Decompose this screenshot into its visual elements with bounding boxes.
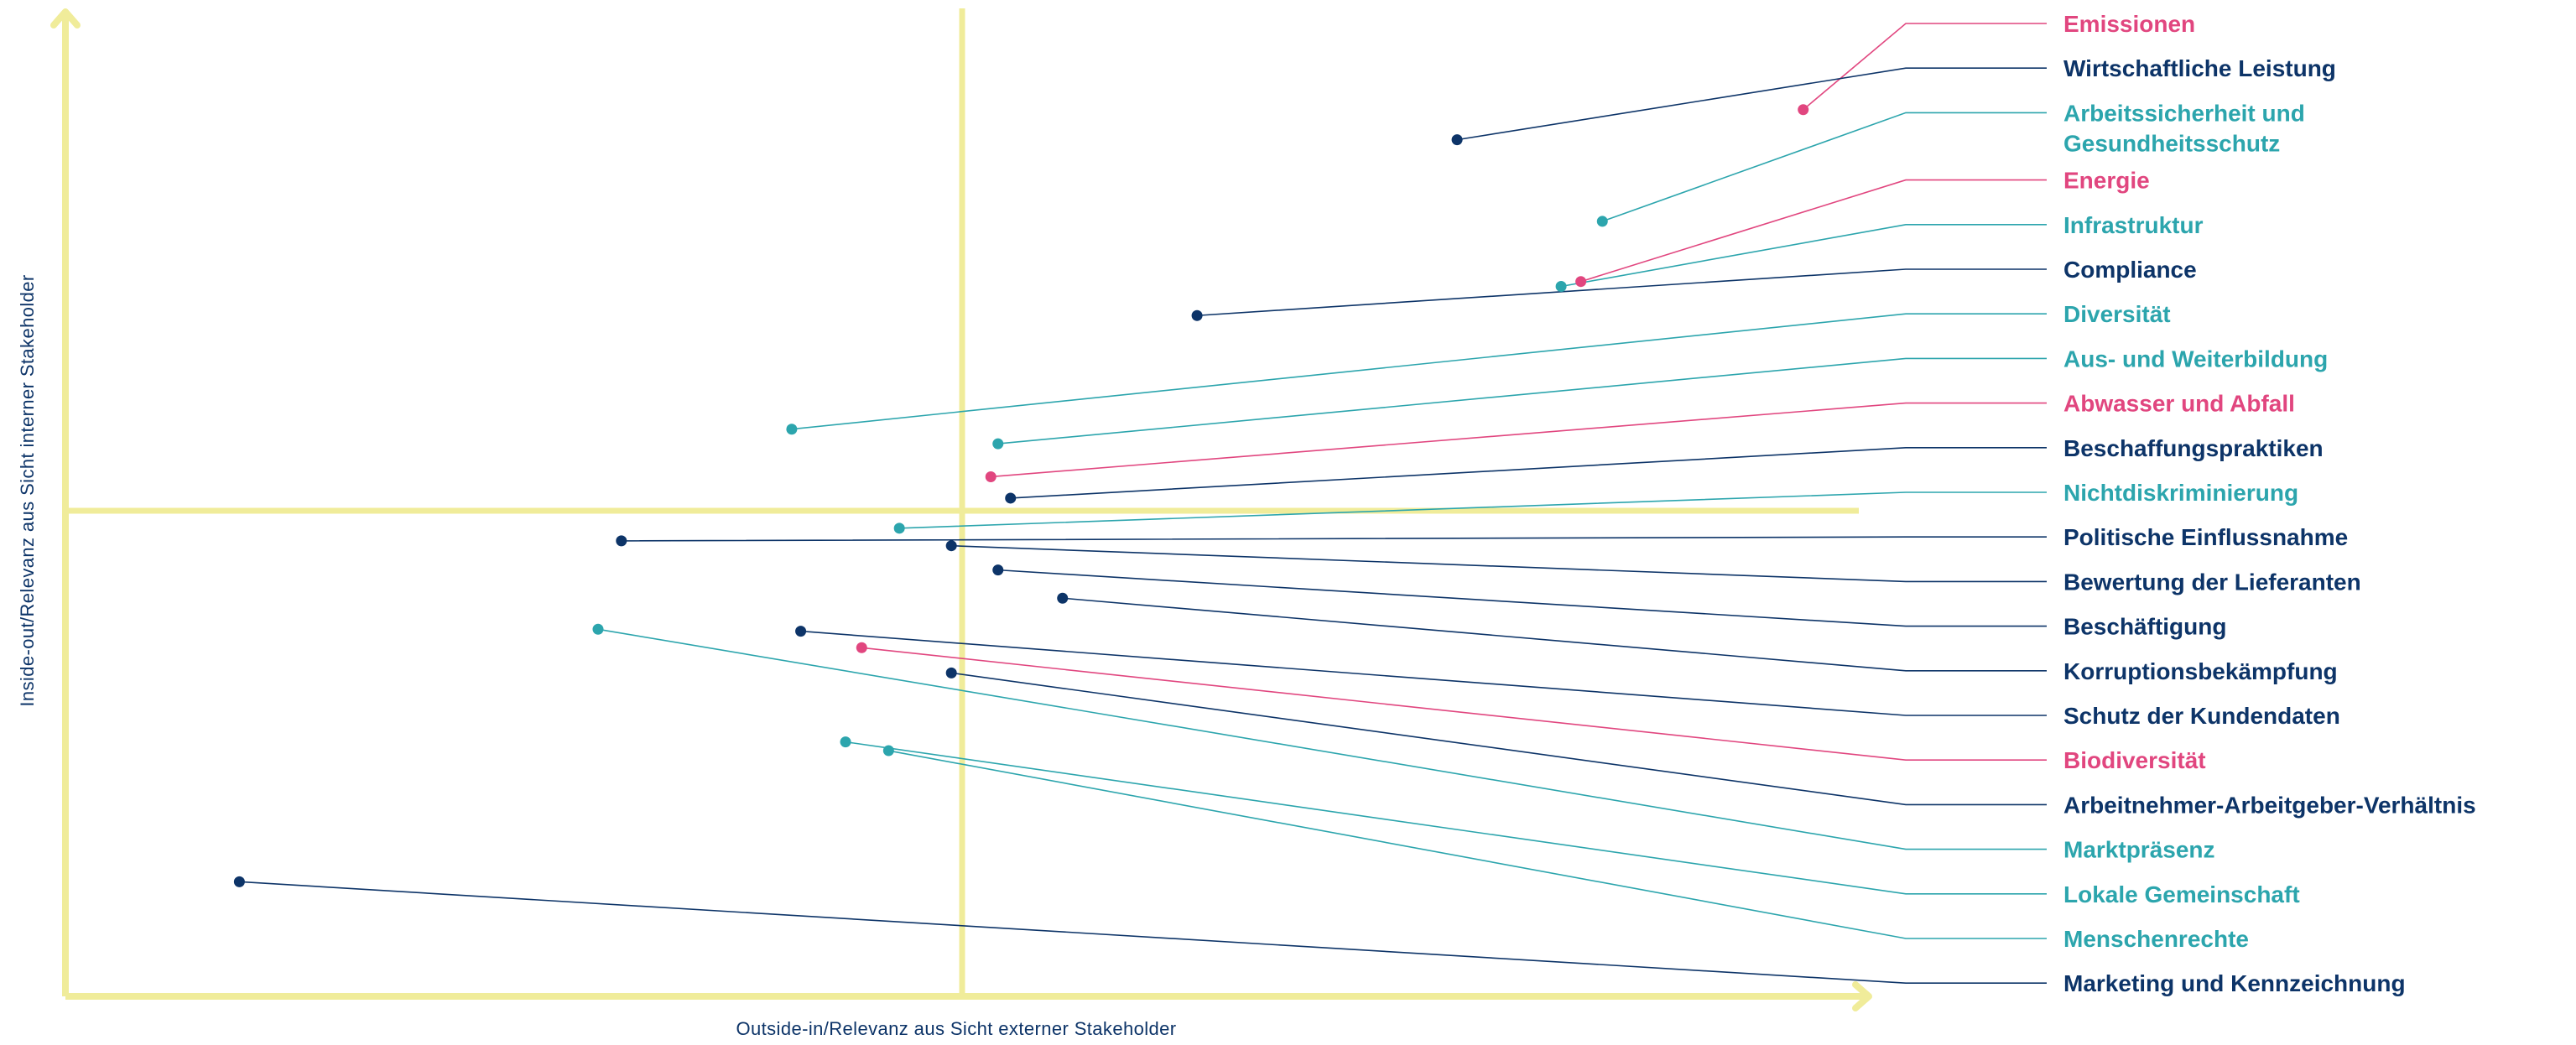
point-arbeitssicherheit-und-gesundheitsschutz (1596, 216, 1608, 227)
label-compliance: Compliance (2063, 257, 2197, 283)
axes-layer (50, 8, 1872, 1011)
y-axis-title: Inside-out/Relevanz aus Sicht interner S… (17, 274, 38, 706)
leader-line-aus-und-weiterbildung (997, 357, 2047, 445)
point-emissionen (1798, 104, 1809, 116)
leader-line-energie (1580, 179, 2047, 283)
leader-line-beschaeftigung (997, 569, 2047, 627)
leader-line-arbeitssicherheit-und-gesundheitsschutz (1601, 112, 2047, 222)
point-energie (1575, 276, 1587, 288)
point-marktpraesenz (592, 623, 604, 635)
leader-line-emissionen (1803, 23, 2047, 111)
point-politische-einflussnahme (616, 535, 627, 547)
x-axis-arrowhead (1852, 981, 1872, 1011)
leader-line-infrastruktur (1560, 223, 2047, 288)
point-marketing-und-kennzeichnung (233, 876, 245, 887)
point-compliance (1191, 309, 1203, 321)
label-marktpraesenz: Marktpräsenz (2063, 837, 2215, 863)
point-arbeitnehmer-arbeitgeber-verhaeltnis (945, 667, 957, 678)
leader-line-marktpraesenz (597, 628, 2047, 850)
leader-line-nichtdiskriminierung (899, 491, 2047, 529)
leader-line-lokale-gemeinschaft (845, 741, 2047, 895)
label-bewertung-der-lieferanten: Bewertung der Lieferanten (2063, 569, 2361, 595)
leader-line-beschaffungspraktiken (1010, 446, 2047, 499)
point-abwasser-und-abfall (985, 471, 997, 482)
label-beschaeftigung: Beschäftigung (2063, 614, 2226, 640)
leader-line-marketing-und-kennzeichnung (239, 881, 2047, 984)
point-wirtschaftliche-leistung (1451, 134, 1463, 146)
leader-line-schutz-der-kundendaten (800, 630, 2047, 716)
point-beschaffungspraktiken (1005, 492, 1017, 504)
point-bewertung-der-lieferanten (945, 540, 957, 552)
label-schutz-der-kundendaten: Schutz der Kundendaten (2063, 703, 2340, 729)
leader-line-diversitaet (791, 313, 2047, 430)
label-arbeitnehmer-arbeitgeber-verhaeltnis: Arbeitnehmer-Arbeitgeber-Verhältnis (2063, 792, 2476, 818)
point-nichtdiskriminierung (893, 522, 905, 534)
label-wirtschaftliche-leistung: Wirtschaftliche Leistung (2063, 55, 2336, 81)
point-schutz-der-kundendaten (795, 626, 807, 637)
label-beschaffungspraktiken: Beschaffungspraktiken (2063, 435, 2324, 461)
label-nichtdiskriminierung: Nichtdiskriminierung (2063, 480, 2298, 506)
label-diversitaet: Diversität (2063, 301, 2171, 327)
leader-line-wirtschaftliche-leistung (1456, 67, 2047, 141)
label-aus-und-weiterbildung: Aus- und Weiterbildung (2063, 346, 2328, 372)
axis-titles: Outside-in/Relevanz aus Sicht externer S… (17, 274, 1176, 1039)
leader-line-arbeitnehmer-arbeitgeber-verhaeltnis (951, 672, 2047, 806)
point-lokale-gemeinschaft (840, 736, 851, 748)
point-menschenrechte (882, 745, 894, 756)
leader-line-biodiversitaet (861, 647, 2047, 762)
leader-lines (239, 23, 2047, 984)
label-arbeitssicherheit-und-gesundheitsschutz: Arbeitssicherheit und Gesundheitsschutz (2063, 100, 2305, 156)
label-marketing-und-kennzeichnung: Marketing und Kennzeichnung (2063, 970, 2406, 996)
label-energie: Energie (2063, 168, 2150, 194)
leader-line-bewertung-der-lieferanten (951, 544, 2047, 583)
data-points (233, 104, 1809, 887)
point-beschaeftigung (992, 564, 1004, 576)
label-korruptionsbekaempfung: Korruptionsbekämpfung (2063, 658, 2338, 684)
leader-line-compliance (1197, 268, 2047, 317)
point-aus-und-weiterbildung (992, 438, 1004, 450)
label-menschenrechte: Menschenrechte (2063, 926, 2249, 952)
leader-line-abwasser-und-abfall (991, 402, 2047, 478)
leader-line-politische-einflussnahme (621, 536, 2047, 542)
point-korruptionsbekaempfung (1057, 592, 1069, 604)
point-infrastruktur (1555, 281, 1567, 293)
point-biodiversitaet (856, 642, 867, 653)
point-diversitaet (786, 424, 798, 435)
label-emissionen: Emissionen (2063, 11, 2195, 37)
leader-line-menschenrechte (888, 750, 2047, 939)
label-infrastruktur: Infrastruktur (2063, 212, 2204, 238)
label-biodiversitaet: Biodiversität (2063, 747, 2206, 773)
topic-labels: Emissionen Wirtschaftliche Leistung Arbeit… (2063, 11, 2476, 996)
label-lokale-gemeinschaft: Lokale Gemeinschaft (2063, 881, 2300, 907)
y-axis-arrowhead (50, 8, 81, 29)
label-abwasser-und-abfall: Abwasser und Abfall (2063, 391, 2295, 417)
leader-line-korruptionsbekaempfung (1062, 597, 2047, 672)
label-politische-einflussnahme: Politische Einflussnahme (2063, 524, 2348, 550)
x-axis-title: Outside-in/Relevanz aus Sicht externer S… (736, 1018, 1176, 1039)
